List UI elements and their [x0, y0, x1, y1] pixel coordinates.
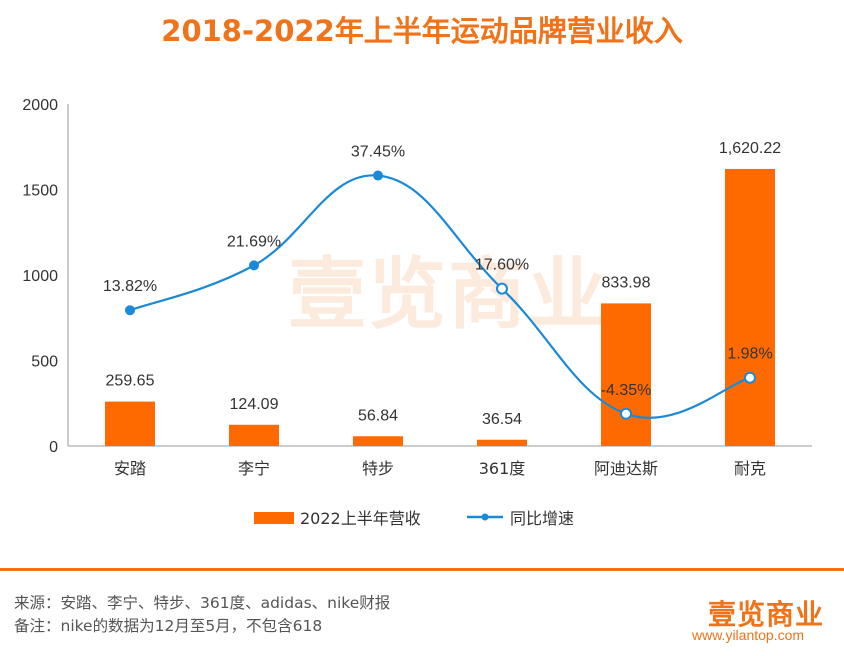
y-tick-label: 1000 — [22, 268, 58, 285]
line-data-label: -4.35% — [601, 382, 652, 399]
bar-data-label: 259.65 — [106, 373, 155, 390]
bar-data-label: 56.84 — [358, 407, 398, 424]
bar — [725, 168, 775, 446]
bar — [229, 424, 279, 446]
chart-title: 2018-2022年上半年运动品牌营业收入 — [161, 14, 683, 48]
line-data-label: 1.98% — [727, 346, 772, 363]
x-tick-label: 阿迪达斯 — [594, 459, 658, 478]
line-point — [125, 305, 135, 316]
legend-bar-label: 2022上半年营收 — [300, 509, 421, 528]
bar — [477, 439, 527, 446]
x-tick-label: 安踏 — [114, 459, 146, 478]
bar-data-label: 833.98 — [602, 274, 651, 291]
y-tick-label: 1500 — [22, 183, 58, 200]
legend-line-swatch — [467, 513, 503, 521]
line-point — [744, 371, 756, 384]
y-tick-label: 2000 — [22, 97, 58, 114]
x-tick-label: 李宁 — [238, 459, 270, 478]
bar — [105, 401, 155, 446]
y-tick-label: 500 — [31, 354, 58, 371]
line-data-label: 37.45% — [351, 144, 405, 161]
legend-line-label: 同比增速 — [510, 509, 575, 528]
bar — [353, 436, 403, 446]
x-tick-label: 特步 — [362, 459, 394, 478]
brand-url: www.yilantop.com — [692, 627, 805, 643]
line-point — [373, 170, 383, 181]
line-data-label: 13.82% — [103, 278, 157, 295]
chart-plot: 2000 1500 1000 500 0 安踏 李宁 特步 361度 阿迪达斯 耐克 259.65 12… — [22, 97, 812, 478]
bar-data-label: 36.54 — [482, 411, 522, 428]
brand-logo: 壹览商业 — [708, 598, 825, 631]
x-tick-label: 耐克 — [734, 459, 766, 478]
x-tick-label: 361度 — [479, 459, 526, 478]
source-text: 来源：安踏、李宁、特步、361度、adidas、nike财报 — [14, 594, 391, 612]
bar-data-label: 1,620.22 — [719, 140, 781, 157]
line-point — [496, 282, 508, 295]
line-point — [249, 260, 259, 271]
bar — [601, 303, 651, 446]
line-data-label: 21.69% — [227, 233, 281, 250]
legend-bar-swatch — [254, 512, 294, 524]
bar-data-label: 124.09 — [230, 396, 279, 413]
line-point — [620, 407, 632, 420]
note-text: 备注：nike的数据为12月至5月，不包含618 — [14, 617, 323, 635]
y-tick-label: 0 — [49, 439, 58, 456]
growth-line — [129, 174, 751, 419]
footer: 来源：安踏、李宁、特步、361度、adidas、nike财报 备注：nike的数… — [0, 568, 844, 656]
line-data-label: 17.60% — [475, 257, 529, 274]
watermark: 壹览商业 — [288, 250, 609, 340]
